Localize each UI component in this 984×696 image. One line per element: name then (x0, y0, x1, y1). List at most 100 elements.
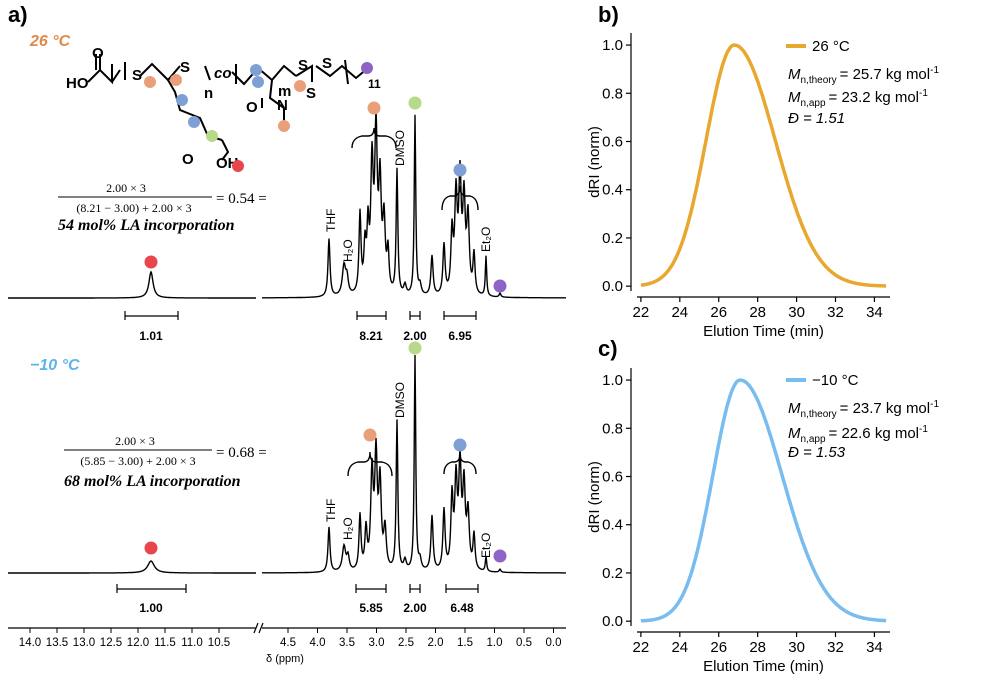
struct-label: S (298, 57, 308, 74)
x-axis-title: Elution Time (min) (703, 658, 824, 675)
struct-dot-orange (294, 80, 306, 92)
struct-dot-green (206, 130, 218, 142)
integrals-m10 (116, 584, 479, 593)
struct-dot-orange (144, 76, 156, 88)
x-tick-label: 34 (866, 639, 883, 656)
peak-dot-red (144, 541, 158, 555)
y-tick-label: 0.6 (602, 134, 623, 151)
struct-label: n (204, 85, 213, 102)
legend-dispersity: Đ = 1.51 (788, 110, 845, 127)
nmr-trace-m10-right (262, 354, 566, 574)
annotation-dmso: DMSO (393, 130, 407, 166)
legend-label: 26 °C (812, 38, 850, 55)
y-tick-label: 0.4 (602, 517, 623, 534)
integral-value: 6.95 (448, 329, 472, 343)
polymer-structure (87, 54, 369, 161)
y-tick-label: 0.6 (602, 469, 623, 486)
struct-dot-blue (252, 76, 264, 88)
struct-dot-purple (361, 62, 373, 74)
integral-value: 1.01 (139, 329, 163, 343)
legend-c: −10 °C Mn,theory = 23.7 kg mol-1 Mn,app = … (786, 372, 939, 461)
y-tick-label: 0.8 (602, 85, 623, 102)
ppm-tick-label: 4.0 (310, 637, 326, 649)
legend-dispersity: Đ = 1.53 (788, 444, 846, 461)
x-tick-label: 26 (710, 639, 727, 656)
x-tick-label: 28 (749, 639, 766, 656)
ppm-tick-label: 1.0 (487, 637, 503, 649)
struct-label: S (180, 59, 190, 76)
struct-dot-blue (176, 94, 188, 106)
struct-label: 11 (368, 77, 381, 91)
struct-dot-blue (250, 64, 262, 76)
nmr-trace-26-right (262, 108, 566, 299)
struct-label: N (277, 97, 288, 114)
ppm-tick-label: 12.5 (100, 637, 122, 649)
legend-mn-app: Mn,app = 22.6 kg mol-1 (788, 424, 928, 445)
legend-mn-app: Mn,app = 23.2 kg mol-1 (788, 88, 928, 109)
x-tick-label: 24 (671, 304, 688, 321)
annotation-et2o: Et₂O (479, 227, 493, 252)
structure-dots (144, 62, 373, 172)
ppm-tick-label: 2.0 (428, 637, 444, 649)
peak-dot-orange (367, 101, 381, 115)
y-tick-label: 0.2 (602, 230, 623, 247)
eq-denominator: (5.85 − 3.00) + 2.00 × 3 (80, 454, 195, 468)
ppm-tick-label: 14.0 (19, 637, 41, 649)
incorporation-text: 54 mol% LA incorporation (58, 217, 235, 234)
nmr-axis-title: δ (ppm) (266, 653, 304, 665)
struct-label: S (322, 55, 332, 72)
annotation-dmso: DMSO (393, 382, 407, 418)
annotation-thf: THF (324, 209, 338, 232)
panel-a-label: a) (8, 2, 28, 27)
annotation-et2o: Et₂O (479, 533, 493, 558)
peak-dot-blue (453, 438, 467, 452)
x-tick-label: 22 (633, 639, 650, 656)
y-tick-label: 0.4 (602, 182, 623, 199)
ppm-tick-label: 12.0 (127, 637, 149, 649)
legend-mn-theory: Mn,theory = 23.7 kg mol-1 (788, 399, 939, 420)
y-tick-label: 0.0 (602, 613, 623, 630)
peak-dot-red (144, 255, 158, 269)
sec-chart-m10: 22 24 26 28 30 32 34 0.0 0.2 0.4 0.6 0.8 1.0 Elution … (586, 368, 890, 675)
ppm-tick-label: 4.5 (280, 637, 296, 649)
peak-dot-green (408, 96, 422, 110)
eq-denominator: (8.21 − 3.00) + 2.00 × 3 (76, 201, 191, 215)
ppm-tick-label: 10.5 (208, 637, 230, 649)
equation-26: 2.00 × 3 (8.21 − 3.00) + 2.00 × 3 = 0.54… (58, 181, 267, 234)
struct-dot-orange (278, 120, 290, 132)
eq-result: = 0.68 = (216, 445, 267, 461)
panel-b-label: b) (598, 2, 619, 27)
ppm-tick-label: 0.5 (516, 637, 532, 649)
y-axis-title: dRI (norm) (586, 126, 603, 198)
eq-result: = 0.54 = (216, 191, 267, 207)
ppm-tick-label: 13.0 (73, 637, 95, 649)
temp-label-26: 26 °C (29, 33, 71, 50)
series-line (639, 378, 888, 623)
ppm-tick-label: 1.5 (457, 637, 473, 649)
x-tick-label: 28 (749, 304, 766, 321)
integral-value: 2.00 (403, 329, 427, 343)
x-tick-label: 26 (710, 304, 727, 321)
structure-text: HO O S S n co m O N S S S 11 O OH (66, 45, 381, 172)
legend-b: 26 °C Mn,theory = 25.7 kg mol-1 Mn,app = 2… (786, 38, 939, 127)
integrals-26 (124, 311, 477, 320)
annotation-h2o: H₂O (341, 517, 355, 540)
y-tick-label: 0.0 (602, 278, 623, 295)
peak-dot-green (408, 341, 422, 355)
struct-label: O (182, 151, 194, 168)
struct-label: O (92, 45, 104, 62)
panel-c-label: c) (598, 336, 618, 361)
equation-m10: 2.00 × 3 (5.85 − 3.00) + 2.00 × 3 = 0.68… (64, 434, 267, 490)
eq-numerator: 2.00 × 3 (115, 434, 155, 448)
struct-label: S (132, 67, 142, 84)
x-tick-label: 24 (671, 639, 688, 656)
eq-numerator: 2.00 × 3 (106, 181, 146, 195)
struct-dot-red (232, 160, 244, 172)
nmr-trace-m10-left (8, 560, 256, 574)
incorporation-text: 68 mol% LA incorporation (64, 473, 241, 490)
struct-label: O (246, 99, 258, 116)
integral-value: 6.48 (450, 601, 474, 615)
nmr-trace-26-left (8, 270, 256, 299)
x-tick-label: 32 (827, 304, 844, 321)
